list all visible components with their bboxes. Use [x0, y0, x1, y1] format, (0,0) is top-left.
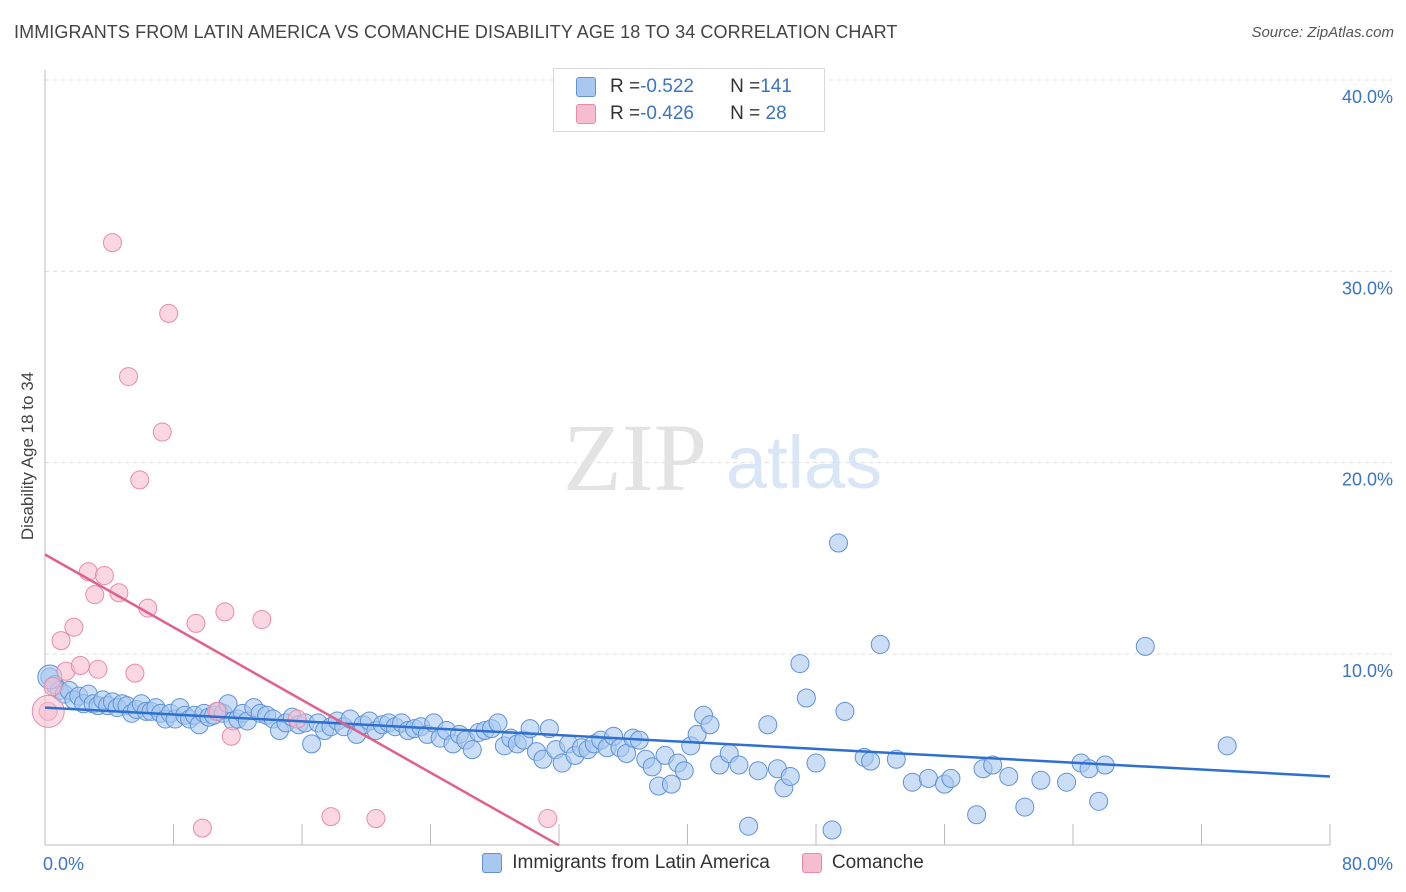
immigrants-point [870, 634, 890, 654]
immigrants-point [661, 774, 681, 794]
legend-item-comanche: Comanche [801, 852, 924, 874]
legend-r-value: -0.522 [640, 76, 694, 97]
y-tick-labels: 10.0% 20.0% 30.0% 40.0% [1342, 87, 1393, 681]
x-tick-label: 0.0% [43, 854, 84, 874]
comanche-point [51, 631, 71, 651]
comanche-point [94, 566, 114, 586]
stats-legend: R = -0.522 N = 141 R = -0.426 N = 28 [553, 68, 825, 132]
comanche-point [102, 233, 122, 253]
comanche-point [192, 818, 212, 838]
legend-label-immigrants: Immigrants from Latin America [512, 852, 770, 873]
immigrants-point [806, 753, 826, 773]
comanche-point [321, 807, 341, 827]
comanche-point-large [31, 694, 65, 728]
legend-n-value: 141 [760, 76, 792, 97]
y-tick-label: 40.0% [1342, 87, 1393, 107]
immigrants-point [748, 761, 768, 781]
comanche-point [119, 367, 139, 387]
comanche-point [109, 583, 129, 603]
immigrants-point [886, 749, 906, 769]
immigrants-point [918, 768, 938, 788]
immigrants-point [790, 654, 810, 674]
immigrants-point [1015, 797, 1035, 817]
comanche-point [221, 726, 241, 746]
comanche-point [130, 470, 150, 490]
legend-n-label: N = [730, 103, 761, 124]
immigrants-point [1135, 636, 1155, 656]
y-axis-label: Disability Age 18 to 34 [18, 372, 37, 540]
legend-swatch-pink [801, 853, 822, 873]
immigrants-point [302, 734, 322, 754]
immigrants-point [758, 715, 778, 735]
legend-r-label: R = [610, 76, 641, 97]
comanche-point [186, 613, 206, 633]
y-tick-label: 10.0% [1342, 661, 1393, 681]
comanche-point [159, 303, 179, 323]
comanche-point [64, 617, 84, 637]
trend-line-immigrants [44, 706, 1331, 778]
comanche-point [538, 809, 558, 829]
legend-swatch-blue [576, 77, 596, 97]
legend-row-comanche: R = -0.426 N = 28 [576, 101, 787, 127]
immigrants-point [642, 757, 662, 777]
comanche-point [252, 610, 272, 630]
x-tick-label: 80.0% [1342, 854, 1393, 874]
y-tick-label: 20.0% [1342, 470, 1393, 490]
trend-line-comanche [44, 553, 560, 847]
immigrants-point [835, 701, 855, 721]
legend-n-label: N = [730, 76, 761, 97]
legend-item-immigrants: Immigrants from Latin America [482, 852, 770, 874]
x-tick-labels: 0.0% 80.0% [43, 854, 1393, 874]
comanche-point [85, 585, 105, 605]
legend-n-value: 28 [760, 103, 787, 124]
immigrants-point [1217, 736, 1237, 756]
series-immigrants-points [37, 533, 1237, 840]
legend-r-value: -0.426 [640, 103, 694, 124]
comanche-point [88, 659, 108, 679]
legend-label-comanche: Comanche [831, 852, 924, 873]
trend-lines [44, 553, 1331, 847]
watermark-zip: ZIP [563, 404, 707, 511]
y-tick-label: 30.0% [1342, 278, 1393, 298]
immigrants-point [1031, 770, 1051, 790]
watermark-atlas: atlas [726, 421, 882, 504]
comanche-point [287, 709, 307, 729]
immigrants-point [533, 749, 553, 769]
comanche-point [366, 809, 386, 829]
immigrants-point [822, 820, 842, 840]
immigrants-point [739, 816, 759, 836]
immigrants-point [729, 755, 749, 775]
axes [44, 70, 1331, 846]
immigrants-point [999, 766, 1019, 786]
immigrants-point [941, 768, 961, 788]
chart-source: Source: ZipAtlas.com [1251, 24, 1394, 41]
legend-swatch-blue [482, 853, 503, 873]
immigrants-point [967, 805, 987, 825]
comanche-point [70, 655, 90, 675]
immigrants-point [488, 713, 508, 733]
comanche-point [152, 422, 172, 442]
immigrants-point [462, 740, 482, 760]
comanche-point [43, 677, 63, 697]
chart-title: IMMIGRANTS FROM LATIN AMERICA VS COMANCH… [14, 22, 898, 42]
immigrants-point [796, 688, 816, 708]
immigrants-point [1057, 772, 1077, 792]
immigrants-point [828, 533, 848, 553]
legend-swatch-pink [576, 104, 596, 124]
immigrants-point [1089, 791, 1109, 811]
immigrants-point [780, 766, 800, 786]
legend-r-label: R = [610, 103, 641, 124]
immigrants-point [674, 761, 694, 781]
legend-row-immigrants: R = -0.522 N = 141 [576, 74, 792, 100]
series-comanche-points [31, 233, 558, 838]
immigrants-point [861, 751, 881, 771]
gridlines [45, 79, 1392, 655]
immigrants-point [902, 772, 922, 792]
immigrants-point [700, 715, 720, 735]
series-legend: Immigrants from Latin America Comanche [0, 852, 1406, 874]
immigrants-point [983, 755, 1003, 775]
comanche-point [215, 602, 235, 622]
comanche-point [125, 663, 145, 683]
